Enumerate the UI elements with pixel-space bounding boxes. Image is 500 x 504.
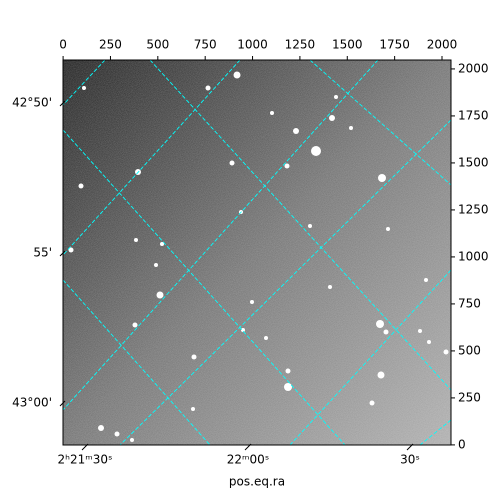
x-tick-label: 1250 (285, 38, 316, 52)
ra-tick-label: 30ˢ (400, 453, 420, 467)
y-tick-label: 0 (458, 437, 466, 451)
x-tick-label: 1000 (237, 38, 268, 52)
ra-tick (244, 443, 252, 451)
x-tick-label: 0 (59, 38, 67, 52)
x-tick-label: 250 (99, 38, 122, 52)
y-tick-label: 1250 (458, 202, 489, 216)
x-tick-label: 1500 (332, 38, 363, 52)
x-tick-label: 2000 (427, 38, 458, 52)
x-axis-label: pos.eq.ra (229, 475, 285, 489)
y-tick-label: 250 (458, 390, 481, 404)
y-tick-label: 1500 (458, 155, 489, 169)
dec-tick (59, 400, 66, 407)
y-tick-label: 750 (458, 296, 481, 310)
x-tick-label: 500 (146, 38, 169, 52)
y-tick-label: 500 (458, 343, 481, 357)
x-tick-label: 1750 (379, 38, 410, 52)
dec-tick-label: 43°00' (12, 396, 52, 410)
ra-tick-label: 22ᵐ00ˢ (227, 453, 270, 467)
ra-tick (81, 443, 89, 451)
y-tick-label: 1750 (458, 108, 489, 122)
image (63, 60, 451, 445)
y-tick-label: 2000 (458, 61, 489, 75)
stars (68, 71, 449, 442)
dec-tick (59, 250, 66, 257)
dec-tick-label: 55' (33, 246, 52, 260)
coordinate-grid (63, 60, 451, 445)
ra-tick (406, 443, 414, 451)
dec-tick (59, 100, 66, 107)
y-tick-label: 1000 (458, 249, 489, 263)
dec-tick-label: 42°50' (12, 96, 52, 110)
x-tick-label: 750 (194, 38, 217, 52)
ra-tick-label: 2ʰ21ᵐ30ˢ (58, 453, 113, 467)
